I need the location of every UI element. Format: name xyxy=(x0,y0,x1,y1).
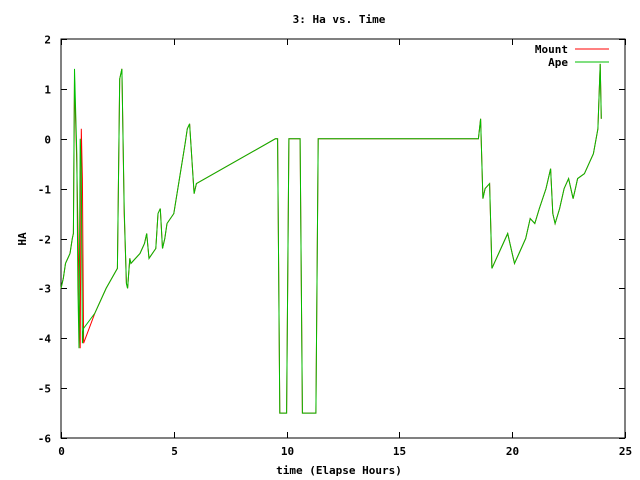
y-tick-label: -3 xyxy=(38,283,51,296)
x-tick-label: 15 xyxy=(393,445,406,458)
legend-label-ape: Ape xyxy=(548,56,568,69)
x-tick-label: 25 xyxy=(619,445,632,458)
series-line-ape xyxy=(60,63,602,414)
y-tick-label: -4 xyxy=(38,333,52,346)
series-layer xyxy=(60,63,602,414)
x-tick-label: 0 xyxy=(58,445,65,458)
series-line-mount xyxy=(60,63,602,414)
plot-frame xyxy=(60,38,626,439)
chart-title: 3: Ha vs. Time xyxy=(293,13,386,26)
x-tick-label: 20 xyxy=(506,445,519,458)
x-tick-label: 5 xyxy=(171,445,178,458)
y-tick-label: -6 xyxy=(38,433,52,446)
x-axis-label: time (Elapse Hours) xyxy=(276,464,402,477)
y-axis-label: HA xyxy=(16,232,29,246)
y-tick-label: 2 xyxy=(44,34,51,47)
x-tick-label: 10 xyxy=(281,445,294,458)
plot-axes: 0 5 10 15 20 25 -6 -5 -4 -3 -2 -1 0 1 2 xyxy=(38,34,632,459)
y-tick-label: 1 xyxy=(44,84,51,97)
y-tick-label: -2 xyxy=(38,234,51,247)
y-tick-label: -5 xyxy=(38,383,51,396)
legend-label-mount: Mount xyxy=(535,43,568,56)
y-tick-label: -1 xyxy=(38,184,52,197)
y-tick-label: 0 xyxy=(44,134,51,147)
